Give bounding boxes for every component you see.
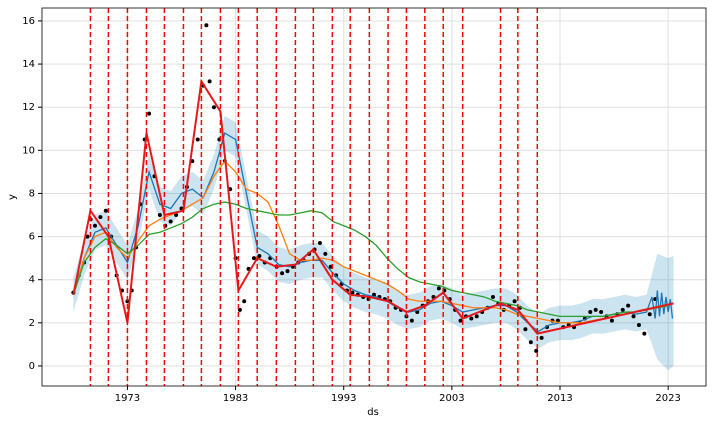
data-point <box>92 223 97 228</box>
data-point <box>588 310 593 315</box>
x-tick-label: 2013 <box>547 393 572 404</box>
data-point <box>103 208 108 213</box>
y-tick-label: 0 <box>29 361 35 372</box>
data-point <box>631 314 636 319</box>
data-point <box>609 318 614 323</box>
data-point <box>147 111 152 116</box>
data-point <box>642 331 647 336</box>
y-tick-label: 14 <box>22 59 35 70</box>
data-point <box>195 137 200 142</box>
data-point <box>168 219 173 224</box>
uncertainty-band <box>73 115 674 371</box>
data-point <box>125 299 130 304</box>
data-point <box>539 335 544 340</box>
data-point <box>251 256 256 261</box>
data-point <box>436 286 441 291</box>
data-point <box>528 340 533 345</box>
y-tick-label: 2 <box>29 318 35 329</box>
y-tick-label: 6 <box>29 232 35 243</box>
data-point <box>626 303 631 308</box>
y-tick-label: 16 <box>22 16 35 27</box>
data-point <box>257 253 262 258</box>
data-point <box>242 299 247 304</box>
data-point <box>334 273 339 278</box>
data-point <box>593 307 598 312</box>
data-point <box>350 290 355 295</box>
data-point <box>469 316 474 321</box>
x-tick-label: 1983 <box>223 393 248 404</box>
data-point <box>174 213 179 218</box>
data-point <box>285 269 290 274</box>
plot-frame <box>41 7 707 387</box>
data-point <box>317 241 322 246</box>
data-point <box>211 105 216 110</box>
data-point <box>207 79 212 84</box>
data-point <box>323 251 328 256</box>
data-point <box>620 307 625 312</box>
y-tick-label: 10 <box>22 145 35 156</box>
data-point <box>85 234 90 239</box>
data-point <box>204 23 209 28</box>
x-tick-label: 2003 <box>439 393 464 404</box>
x-axis-label: ds <box>367 407 379 418</box>
y-tick-label: 12 <box>22 102 35 113</box>
data-point <box>512 299 517 304</box>
x-tick-label: 1993 <box>331 393 356 404</box>
x-tick-label: 1973 <box>115 393 140 404</box>
series-line <box>72 160 669 324</box>
data-point <box>636 322 641 327</box>
series-line <box>72 201 669 317</box>
x-tick-label: 2023 <box>655 393 680 404</box>
data-point <box>98 215 103 220</box>
data-point <box>409 318 414 323</box>
y-axis-label: y <box>7 194 18 200</box>
data-point <box>523 327 528 332</box>
series-line <box>72 78 674 335</box>
data-point <box>458 318 463 323</box>
data-point <box>280 271 285 276</box>
data-point <box>599 310 604 315</box>
y-tick-label: 4 <box>29 275 35 286</box>
data-point <box>474 314 479 319</box>
data-point <box>490 294 495 299</box>
y-tick-label: 8 <box>29 188 35 199</box>
data-point <box>647 312 652 317</box>
data-point <box>534 348 539 353</box>
data-point <box>157 213 162 218</box>
